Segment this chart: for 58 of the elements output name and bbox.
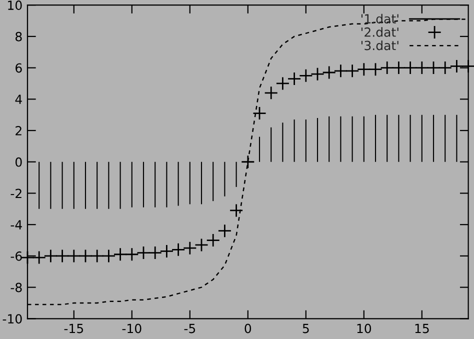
legend-label: '2.dat' [361,27,398,37]
point [66,249,81,263]
x-tick-label: 0 [244,324,252,334]
point [44,249,58,263]
point [264,86,278,100]
point [310,67,324,82]
point [356,62,371,76]
point [403,60,418,75]
point [345,64,360,78]
y-tick-label: 8 [16,32,22,42]
x-tick-label: -15 [64,324,84,334]
point [426,60,440,75]
point [55,249,70,263]
legend-label: '3.dat' [361,40,398,50]
point [102,249,116,263]
point [380,60,394,75]
point [218,224,232,238]
y-tick-label: 0 [16,157,22,167]
point [368,62,382,76]
point [78,249,92,263]
x-tick-label: -5 [184,324,196,334]
y-tick-label: -4 [10,220,22,230]
point [298,68,313,83]
point [182,241,197,256]
point [171,242,186,257]
point [136,246,150,260]
point [276,76,290,90]
x-tick-label: -10 [122,324,142,334]
legend-label: '1.dat' [361,14,398,24]
y-tick-label: -10 [2,314,22,324]
point [229,204,244,218]
point [148,246,162,260]
y-tick-label: 10 [8,0,22,10]
point [450,59,464,74]
point [334,64,348,78]
point [113,247,128,262]
x-tick-label: 10 [357,324,372,334]
point [124,247,139,262]
point [252,106,266,120]
point [287,72,302,86]
x-tick-label: 15 [415,324,429,334]
y-tick-label: -6 [10,251,22,261]
y-tick-label: 4 [15,94,22,104]
point [322,66,336,80]
point [160,244,174,258]
point [206,233,220,248]
x-tick-label: 5 [302,324,309,334]
y-tick-label: -8 [10,282,22,292]
point [461,59,474,74]
point [414,60,429,75]
point [240,154,255,169]
y-tick-label: -2 [10,188,22,198]
y-tick-label: 6 [16,63,22,73]
point [392,60,406,75]
point [194,238,208,252]
point [90,249,104,263]
y-tick-label: 2 [16,126,22,136]
point [438,60,452,75]
